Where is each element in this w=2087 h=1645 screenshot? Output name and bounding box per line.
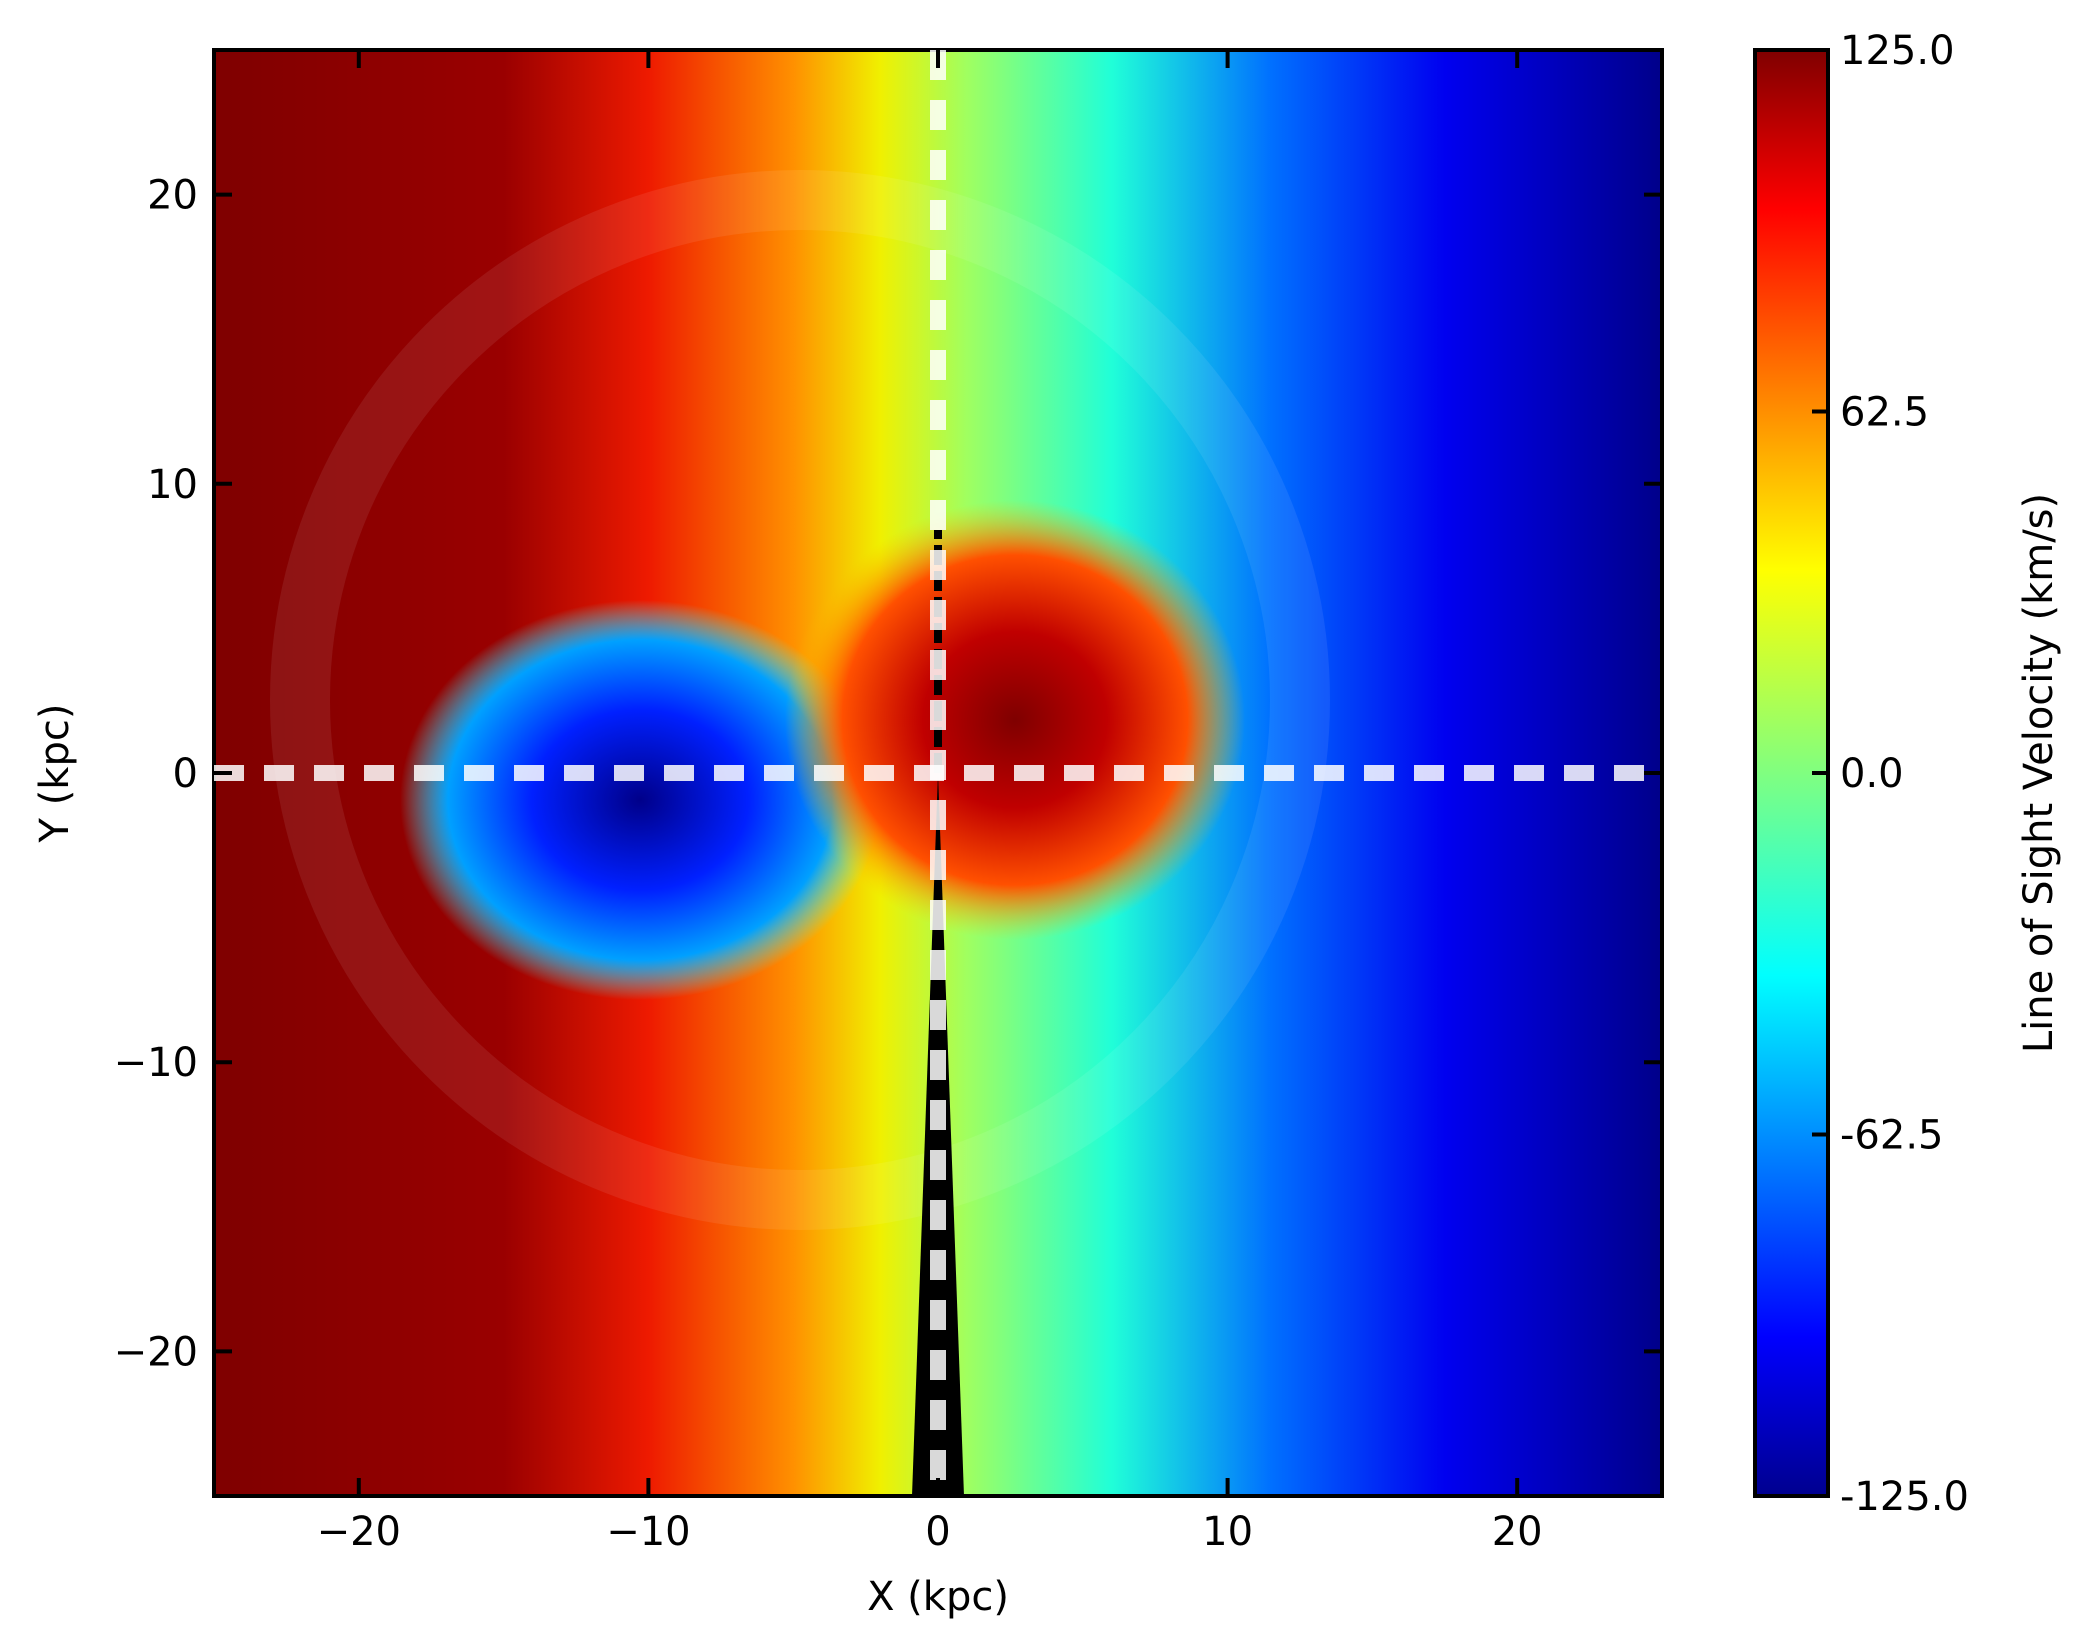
y-tick-label: −20 — [114, 1329, 198, 1375]
x-tick-label: 20 — [1492, 1509, 1543, 1555]
shadow-cone — [912, 773, 964, 1496]
colorbar-tick-label: -125.0 — [1840, 1474, 1969, 1520]
colorbar-tick-label: -62.5 — [1840, 1113, 1944, 1159]
y-tick-label: 10 — [147, 462, 198, 508]
colorbar-label: Line of Sight Velocity (km/s) — [2016, 493, 2062, 1053]
y-tick-label: −10 — [114, 1040, 198, 1086]
colorbar-tick-label: 0.0 — [1840, 751, 1904, 797]
x-tick-label: 10 — [1202, 1509, 1253, 1555]
colorbar-tick-label: 62.5 — [1840, 390, 1929, 436]
y-axis-label: Y (kpc) — [32, 704, 78, 844]
x-tick-label: −20 — [317, 1509, 401, 1555]
y-tick-label: 20 — [147, 173, 198, 219]
colorbar-tick-label: 125.0 — [1840, 28, 1955, 74]
x-axis-label: X (kpc) — [867, 1574, 1009, 1620]
x-tick-label: 0 — [925, 1509, 950, 1555]
x-tick-label: −10 — [606, 1509, 690, 1555]
y-tick-label: 0 — [173, 751, 198, 797]
